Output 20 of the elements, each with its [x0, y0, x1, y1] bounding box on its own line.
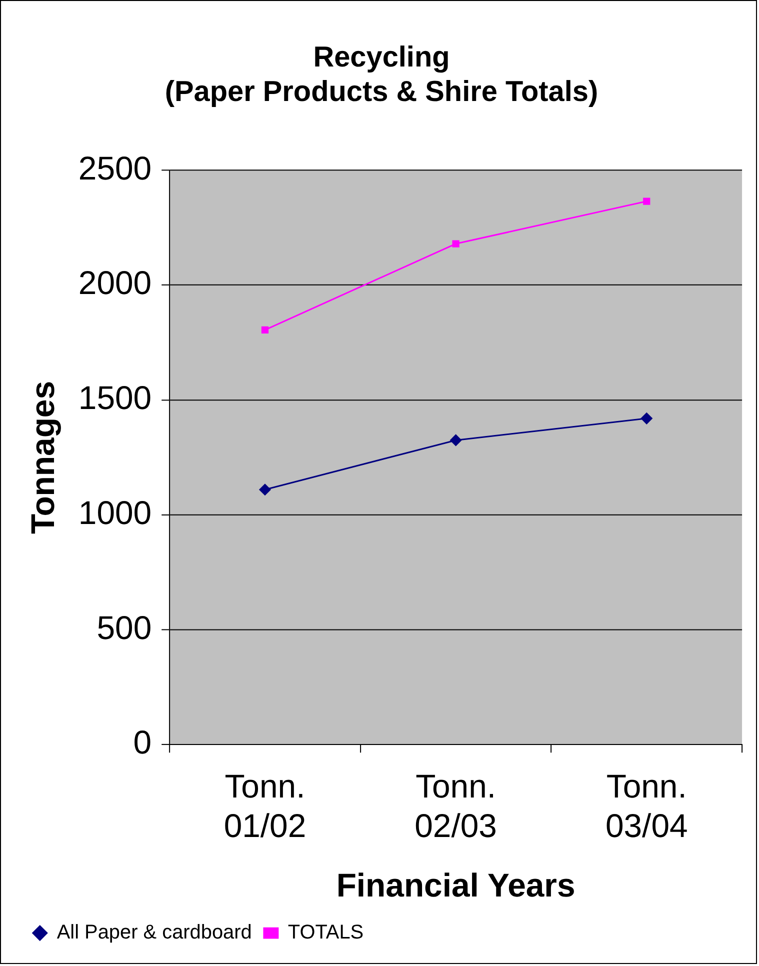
point	[452, 240, 460, 248]
point	[259, 484, 271, 496]
y-axis-title: Tonnages	[24, 380, 61, 534]
x-tick-label: Tonn. 01/02	[224, 767, 306, 844]
x-axis-title: Financial Years	[336, 866, 576, 904]
chart-title: Recycling (Paper Products & Shire Totals)	[164, 41, 598, 108]
point	[643, 198, 650, 205]
point	[261, 326, 269, 334]
y-tick-label: 2500	[78, 149, 152, 186]
y-tick-label: 1000	[78, 494, 152, 531]
x-tick-label: Tonn. 02/03	[414, 767, 497, 844]
point	[640, 412, 652, 424]
y-tick-label: 1500	[78, 379, 152, 416]
x-tick-label: Tonn. 03/04	[605, 767, 688, 844]
y-tick-label: 500	[96, 608, 152, 646]
y-tick-label: 0	[133, 724, 152, 761]
legend-label: All Paper & cardboard	[56, 922, 252, 944]
point	[450, 434, 462, 446]
legend-label: TOTALS	[288, 922, 364, 944]
y-tick-label: 2000	[78, 264, 152, 302]
